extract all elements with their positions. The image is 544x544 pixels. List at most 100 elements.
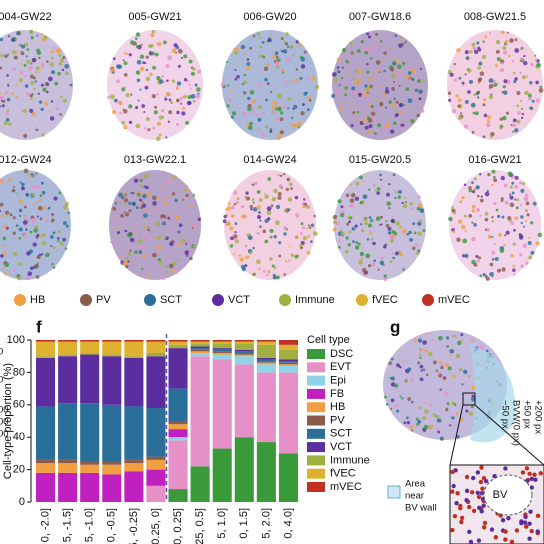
cell-dot xyxy=(230,115,234,119)
bar-segment xyxy=(212,352,232,355)
bar-segment xyxy=(80,341,100,353)
cell-dot xyxy=(307,234,310,238)
y-tick-label: 60 xyxy=(13,399,25,411)
cell-dot xyxy=(376,68,380,72)
bar-segment xyxy=(102,474,122,502)
cell-dot xyxy=(52,231,56,235)
cell-dot xyxy=(506,31,509,34)
cell-dot xyxy=(503,466,508,471)
cell-dot xyxy=(484,212,489,216)
cell-dot xyxy=(491,250,496,255)
cell-dot xyxy=(382,91,386,95)
cell-dot xyxy=(367,35,372,39)
legend-label: fVEC xyxy=(330,468,356,480)
cell-dot xyxy=(489,527,495,532)
cell-dot xyxy=(21,182,25,187)
tissue-section xyxy=(0,170,71,280)
cell-dot xyxy=(294,77,299,82)
bar-segment xyxy=(234,340,254,342)
bar-segment xyxy=(58,472,78,502)
cell-dot xyxy=(529,476,534,482)
cell-dot xyxy=(243,80,248,85)
cell-dot xyxy=(471,338,475,343)
cell-dot xyxy=(185,242,188,245)
cell-dot xyxy=(39,217,43,221)
cell-dot xyxy=(524,524,529,529)
cell-dot xyxy=(269,90,273,93)
cell-dot xyxy=(256,259,261,264)
cell-dot xyxy=(29,74,34,79)
cell-dot xyxy=(384,395,387,399)
cell-dot xyxy=(365,86,370,92)
cell-dot xyxy=(9,213,13,217)
cell-dot xyxy=(535,80,539,85)
cell-dot xyxy=(505,111,510,115)
panel-label: g xyxy=(390,317,400,336)
cell-dot xyxy=(394,251,399,256)
cell-dot xyxy=(41,206,47,211)
cell-dot xyxy=(464,474,470,480)
cell-dot xyxy=(247,235,253,241)
cell-dot xyxy=(278,254,282,258)
cell-dot xyxy=(389,59,392,62)
cell-dot xyxy=(463,214,467,218)
cell-dot xyxy=(522,243,528,248)
cell-dot xyxy=(137,238,143,244)
cell-dot xyxy=(2,99,6,103)
cell-dot xyxy=(52,246,56,250)
cell-dot xyxy=(62,220,67,226)
cell-dot xyxy=(503,90,508,95)
cell-dot xyxy=(393,80,396,83)
cell-dot xyxy=(521,112,525,116)
legend-swatch xyxy=(307,362,325,373)
cell-dot xyxy=(123,61,128,66)
cell-dot xyxy=(374,188,379,193)
cell-dot xyxy=(23,232,28,237)
cell-dot xyxy=(3,225,7,229)
cell-dot xyxy=(241,214,246,219)
cell-dot xyxy=(478,479,484,485)
cell-dot xyxy=(395,113,399,117)
cell-dot xyxy=(55,48,61,54)
bar-segment xyxy=(190,466,210,502)
cell-dot xyxy=(491,235,494,239)
bar-segment xyxy=(212,343,232,349)
cell-dot xyxy=(532,201,537,206)
cell-dot xyxy=(533,477,538,482)
cell-dot xyxy=(36,34,39,37)
cell-dot xyxy=(166,92,170,96)
cell-dot xyxy=(390,398,395,403)
cell-dot xyxy=(448,98,452,102)
cell-dot xyxy=(457,115,462,120)
cell-dot xyxy=(407,71,412,75)
cell-dot xyxy=(271,196,277,202)
bar-segment xyxy=(278,349,298,360)
cell-dot xyxy=(114,217,119,222)
cell-dot xyxy=(274,220,280,226)
cell-dot xyxy=(42,87,47,92)
cell-dot xyxy=(243,73,246,77)
cell-dot xyxy=(165,63,170,68)
cell-dot xyxy=(142,254,147,259)
cell-dot xyxy=(186,100,192,106)
cell-dot xyxy=(333,220,337,225)
cell-dot xyxy=(493,243,497,246)
cell-dot xyxy=(193,224,198,229)
cell-dot xyxy=(183,95,188,99)
cell-dot xyxy=(233,202,237,206)
cell-dot xyxy=(477,505,482,511)
cell-dot xyxy=(30,36,34,40)
cell-dot xyxy=(463,124,469,129)
zoom-line xyxy=(474,404,544,466)
bar-segment xyxy=(80,464,100,473)
cell-dot xyxy=(509,38,514,43)
cell-dot xyxy=(539,85,543,89)
cell-dot xyxy=(528,93,532,98)
cell-dot xyxy=(120,213,124,218)
cell-dot xyxy=(271,264,275,268)
cell-dot xyxy=(409,424,414,429)
cell-dot xyxy=(383,126,387,131)
cell-dot xyxy=(127,260,130,263)
cell-dot xyxy=(476,259,481,263)
